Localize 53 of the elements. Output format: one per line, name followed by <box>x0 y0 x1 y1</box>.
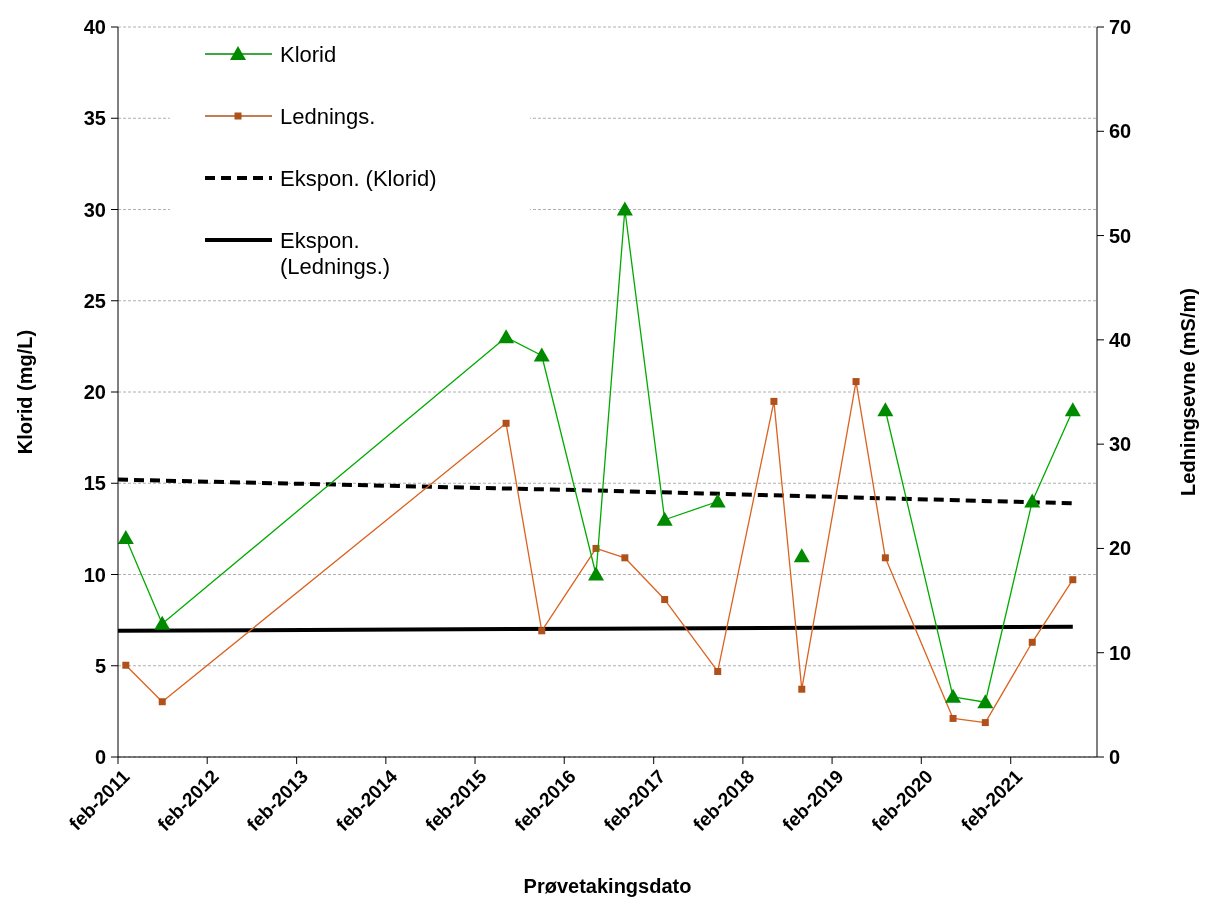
y-tick-label: 10 <box>83 563 106 586</box>
y2-tick-label: 70 <box>1109 16 1132 38</box>
y-tick-label: 20 <box>83 381 106 403</box>
point <box>122 661 130 669</box>
point <box>154 615 171 630</box>
point <box>588 566 605 581</box>
point <box>1024 493 1041 508</box>
x-axis-title: Prøvetakingsdato <box>523 875 692 897</box>
y-tick-label: 5 <box>94 654 106 677</box>
y2-tick-label: 30 <box>1109 433 1132 456</box>
y-tick-label: 0 <box>94 746 106 768</box>
point <box>852 378 860 386</box>
point <box>1069 576 1077 584</box>
y-tick-label: 15 <box>83 472 106 495</box>
point <box>538 627 546 635</box>
legend-label: Ekspon. (Lednings.) <box>280 227 391 280</box>
point <box>533 347 550 362</box>
point <box>981 719 989 727</box>
point <box>498 329 515 344</box>
point <box>502 419 510 427</box>
y-axis-title: Klorid (mg/L) <box>14 329 36 455</box>
point <box>945 688 962 703</box>
point <box>881 554 889 562</box>
y2-tick-label: 40 <box>1109 328 1132 351</box>
point <box>118 530 134 544</box>
y-tick-label: 40 <box>83 16 106 38</box>
point <box>1028 638 1036 646</box>
point <box>977 694 994 709</box>
y-tick-label: 35 <box>83 107 106 130</box>
y2-tick-label: 10 <box>1109 641 1132 664</box>
point <box>877 402 894 417</box>
point <box>621 554 629 562</box>
point <box>1064 402 1081 417</box>
point <box>616 201 633 216</box>
point <box>793 548 810 563</box>
legend-label: Ekspon. (Klorid) <box>280 165 437 191</box>
point <box>661 596 669 604</box>
y-tick-label: 25 <box>83 289 106 312</box>
point <box>714 667 722 675</box>
legend-label: Klorid <box>280 41 337 67</box>
point <box>656 511 673 526</box>
y2-tick-label: 20 <box>1109 537 1132 560</box>
point <box>709 493 726 508</box>
point <box>949 714 957 722</box>
y-tick-label: 30 <box>83 198 106 221</box>
legend-label: Lednings. <box>280 103 376 129</box>
y2-tick-label: 0 <box>1109 746 1121 768</box>
y2-tick-label: 60 <box>1109 120 1132 143</box>
y2-axis-title: Ledningsevne (mS/m) <box>1177 288 1199 496</box>
point <box>158 698 166 706</box>
y2-tick-label: 50 <box>1109 224 1132 247</box>
point <box>770 397 778 405</box>
point <box>798 685 806 693</box>
